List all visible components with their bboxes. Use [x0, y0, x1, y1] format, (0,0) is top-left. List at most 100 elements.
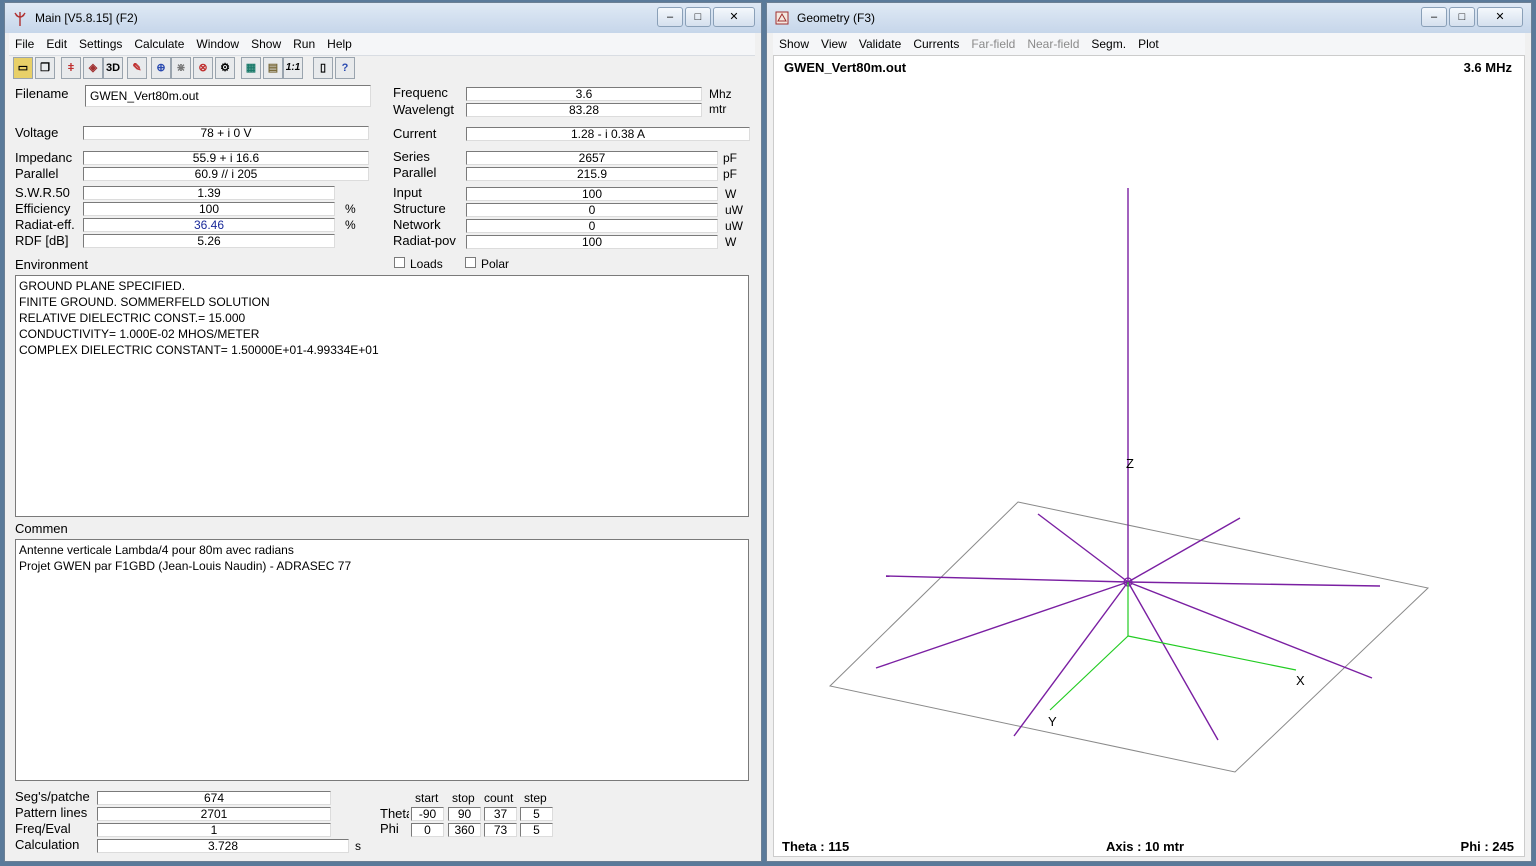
radeff-unit: % — [345, 218, 356, 232]
geo-menu-near-field[interactable]: Near-field — [1027, 37, 1080, 51]
filename-label: Filename — [15, 86, 69, 101]
network-field: 0 — [466, 219, 718, 233]
input-label: Input — [393, 185, 422, 200]
geo-phi: Phi : 245 — [1460, 839, 1514, 854]
menu-file[interactable]: File — [15, 37, 35, 51]
geo-menu-view[interactable]: View — [821, 37, 847, 51]
geometry-title: Geometry (F3) — [797, 11, 876, 25]
grid-icon[interactable]: ⋇ — [171, 57, 191, 79]
current-label: Current — [393, 126, 437, 141]
geometry-titlebar[interactable]: Geometry (F3) – □ ✕ — [767, 3, 1531, 33]
geometry-icon[interactable]: ◈ — [83, 57, 103, 79]
calculator-icon[interactable]: ▦ — [241, 57, 261, 79]
frequency-unit: Mhz — [709, 87, 732, 101]
polar-checkbox[interactable] — [465, 257, 476, 268]
geo-menu-segm[interactable]: Segm. — [1091, 37, 1127, 51]
network-unit: uW — [725, 219, 743, 233]
impedance-label: Impedanc — [15, 150, 73, 165]
environment-label: Environment — [15, 257, 88, 272]
minimize-button[interactable]: – — [657, 7, 683, 27]
geo-maximize-button[interactable]: □ — [1449, 7, 1475, 27]
filename-field[interactable]: GWEN_Vert80m.out — [85, 85, 371, 107]
theta-stop-field[interactable]: 90 — [448, 807, 481, 821]
phi-start-field[interactable]: 0 — [411, 823, 444, 837]
ratio-button[interactable]: 1:1 — [283, 57, 303, 79]
geo-menu-validate[interactable]: Validate — [858, 37, 902, 51]
pattern-icon[interactable]: ⊗ — [193, 57, 213, 79]
efficiency-field: 100 — [83, 202, 335, 216]
environment-textarea[interactable]: GROUND PLANE SPECIFIED. FINITE GROUND. S… — [15, 275, 749, 517]
swr-label: S.W.R.50 — [15, 185, 70, 200]
freq-eval-label: Freq/Eval — [15, 821, 71, 836]
maximize-button[interactable]: □ — [685, 7, 711, 27]
radpow-unit: W — [725, 235, 737, 249]
3d-button[interactable]: 3D — [103, 57, 123, 79]
parallel-unit: pF — [723, 167, 738, 181]
env-line: GROUND PLANE SPECIFIED. — [19, 279, 186, 293]
menu-calculate[interactable]: Calculate — [134, 37, 185, 51]
input-field: 100 — [466, 187, 718, 201]
wavelength-field: 83.28 — [466, 103, 702, 117]
env-line: RELATIVE DIELECTRIC CONST.= 15.000 — [19, 311, 246, 325]
menu-run[interactable]: Run — [293, 37, 316, 51]
menu-edit[interactable]: Edit — [46, 37, 68, 51]
menu-help[interactable]: Help — [327, 37, 352, 51]
env-line: CONDUCTIVITY= 1.000E-02 MHOS/METER — [19, 327, 260, 341]
loads-label: Loads — [410, 257, 443, 271]
config-icon[interactable]: ⚙ — [215, 57, 235, 79]
copy-icon[interactable]: ❐ — [35, 57, 55, 79]
phi-count-field[interactable]: 73 — [484, 823, 517, 837]
structure-unit: uW — [725, 203, 743, 217]
current-field: 1.28 - i 0.38 A — [466, 127, 750, 141]
main-title: Main [V5.8.15] (F2) — [35, 11, 138, 25]
calculation-label: Calculation — [15, 837, 80, 852]
close-button[interactable]: ✕ — [713, 7, 755, 27]
book-icon[interactable]: ▯ — [313, 57, 333, 79]
frequency-label: Frequenc — [393, 85, 448, 100]
parallel-c-field: 215.9 — [466, 167, 718, 181]
voltage-label: Voltage — [15, 125, 59, 140]
menu-settings[interactable]: Settings — [79, 37, 123, 51]
geo-axis-scale: Axis : 10 mtr — [1106, 839, 1185, 854]
efficiency-unit: % — [345, 202, 356, 216]
comment-textarea[interactable]: Antenne verticale Lambda/4 pour 80m avec… — [15, 539, 749, 781]
geo-menu-currents[interactable]: Currents — [913, 37, 960, 51]
geo-frequency: 3.6 MHz — [1463, 60, 1512, 75]
theta-step-field[interactable]: 5 — [520, 807, 553, 821]
geo-minimize-button[interactable]: – — [1421, 7, 1447, 27]
comment-label: Commen — [15, 521, 68, 536]
geo-menu-show[interactable]: Show — [779, 37, 810, 51]
calculation-field: 3.728 — [97, 839, 349, 853]
pattern-field: 2701 — [97, 807, 331, 821]
main-titlebar[interactable]: Main [V5.8.15] (F2) – □ ✕ — [5, 3, 761, 33]
series-unit: pF — [723, 151, 738, 165]
geo-close-button[interactable]: ✕ — [1477, 7, 1523, 27]
antenna-icon[interactable]: ǂ — [61, 57, 81, 79]
theta-start-field[interactable]: -90 — [411, 807, 444, 821]
radeff-field: 36.46 — [83, 218, 335, 232]
ground-plane — [828, 501, 1430, 773]
geo-menu-far-field[interactable]: Far-field — [971, 37, 1016, 51]
theta-count-field[interactable]: 37 — [484, 807, 517, 821]
main-menubar: File Edit Settings Calculate Window Show Run He… — [9, 33, 755, 56]
loads-checkbox[interactable] — [394, 257, 405, 268]
menu-window[interactable]: Window — [196, 37, 240, 51]
edit-icon[interactable]: ✎ — [127, 57, 147, 79]
phi-stop-field[interactable]: 360 — [448, 823, 481, 837]
optimizer-icon[interactable]: ▤ — [263, 57, 283, 79]
pattern-label: Pattern lines — [15, 805, 88, 820]
geometry-canvas[interactable]: GWEN_Vert80m.out 3.6 MHz — [773, 55, 1525, 857]
phi-step-field[interactable]: 5 — [520, 823, 553, 837]
help-icon[interactable]: ? — [335, 57, 355, 79]
open-icon[interactable]: ▭ — [13, 57, 33, 79]
wavelength-unit: mtr — [709, 102, 727, 116]
structure-field: 0 — [466, 203, 718, 217]
geo-menu-plot[interactable]: Plot — [1138, 37, 1159, 51]
axis-z-label: Z — [1126, 456, 1134, 471]
geo-filename: GWEN_Vert80m.out — [784, 60, 907, 75]
frequency-field[interactable]: 3.6 — [466, 87, 702, 101]
antenna-geometry-plot: Z X Y — [828, 188, 1430, 773]
menu-show[interactable]: Show — [251, 37, 282, 51]
axis-y-label: Y — [1048, 714, 1057, 729]
nec-icon[interactable]: ⊕ — [151, 57, 171, 79]
